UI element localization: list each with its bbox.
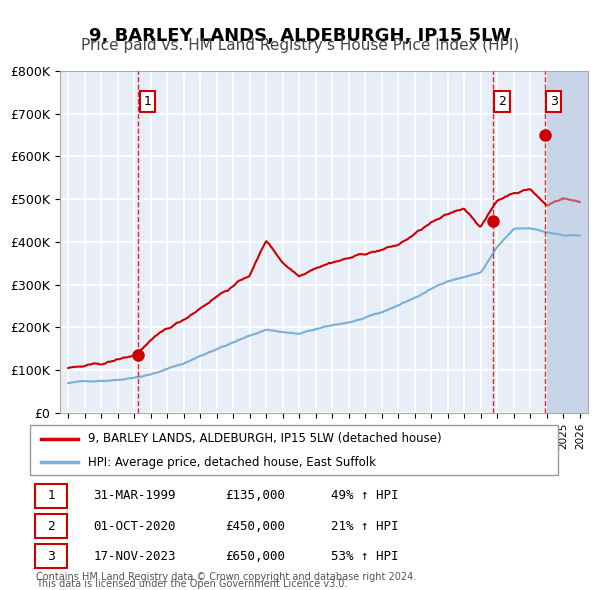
Text: Price paid vs. HM Land Registry's House Price Index (HPI): Price paid vs. HM Land Registry's House … — [81, 38, 519, 53]
Text: 2: 2 — [47, 520, 55, 533]
Text: £650,000: £650,000 — [226, 550, 286, 563]
Text: 3: 3 — [550, 95, 557, 108]
Bar — [547, 71, 588, 413]
FancyBboxPatch shape — [35, 484, 67, 508]
Text: 21% ↑ HPI: 21% ↑ HPI — [331, 520, 398, 533]
Text: 53% ↑ HPI: 53% ↑ HPI — [331, 550, 398, 563]
Text: £450,000: £450,000 — [226, 520, 286, 533]
Text: 9, BARLEY LANDS, ALDEBURGH, IP15 5LW (detached house): 9, BARLEY LANDS, ALDEBURGH, IP15 5LW (de… — [88, 432, 442, 445]
Text: 31-MAR-1999: 31-MAR-1999 — [94, 490, 176, 503]
Text: 9, BARLEY LANDS, ALDEBURGH, IP15 5LW: 9, BARLEY LANDS, ALDEBURGH, IP15 5LW — [89, 27, 511, 45]
Bar — [547, 71, 588, 413]
Text: 01-OCT-2020: 01-OCT-2020 — [94, 520, 176, 533]
FancyBboxPatch shape — [35, 544, 67, 568]
Text: 1: 1 — [143, 95, 151, 108]
Text: HPI: Average price, detached house, East Suffolk: HPI: Average price, detached house, East… — [88, 456, 376, 469]
Text: £135,000: £135,000 — [226, 490, 286, 503]
Text: 49% ↑ HPI: 49% ↑ HPI — [331, 490, 398, 503]
Text: 3: 3 — [47, 550, 55, 563]
Text: Contains HM Land Registry data © Crown copyright and database right 2024.: Contains HM Land Registry data © Crown c… — [36, 572, 416, 582]
Text: 1: 1 — [47, 490, 55, 503]
Text: 17-NOV-2023: 17-NOV-2023 — [94, 550, 176, 563]
Text: 2: 2 — [498, 95, 506, 108]
FancyBboxPatch shape — [35, 514, 67, 538]
FancyBboxPatch shape — [30, 425, 558, 475]
Text: This data is licensed under the Open Government Licence v3.0.: This data is licensed under the Open Gov… — [36, 579, 347, 589]
